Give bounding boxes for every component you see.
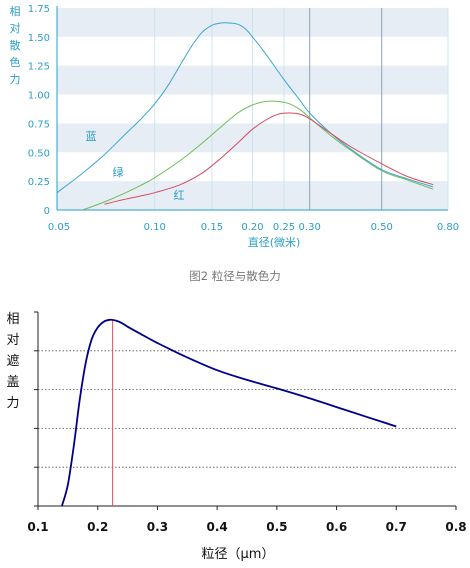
chart1-xtick-label: 0.50	[371, 222, 393, 233]
chart1-ylabel-char: 力	[10, 73, 21, 86]
chart1-ytick-label: 1.50	[28, 33, 50, 44]
chart2-ylabel-char: 盖	[6, 375, 19, 390]
chart2-ylabel-char: 力	[6, 396, 19, 411]
chart1-xlabel: 直径(微米)	[248, 235, 301, 249]
chart2-xtick-label: 0.5	[266, 520, 287, 534]
chart2-axes	[34, 311, 457, 510]
chart1-xtick-labels: 0.05 0.10 0.15 0.20 0.25 0.30 0.50 0.80	[48, 222, 459, 233]
chart1-ytick-label: 0	[44, 206, 50, 217]
series-label-red: 红	[174, 189, 185, 202]
chart1-xtick-label: 0.15	[201, 222, 223, 233]
chart-scattering-power: 00.250.500.751.001.251.501.75 0.05 0.10 0.…	[10, 4, 460, 249]
chart2-ylabel-char: 遮	[6, 353, 19, 369]
chart1-ytick-label: 1.75	[28, 4, 50, 15]
chart1-ytick-label: 1.00	[28, 91, 50, 102]
chart1-axes	[56, 6, 448, 211]
chart2-series	[61, 318, 397, 507]
chart2-xtick-labels: 0.1 0.2 0.3 0.4 0.5 0.6 0.7 0.8	[27, 520, 466, 534]
chart1-ylabel-char: 散	[10, 38, 21, 52]
series-label-blue: 蓝	[86, 130, 97, 143]
chart1-ytick-label: 0.25	[28, 177, 50, 188]
chart1-ytick-label: 0.50	[28, 148, 50, 159]
chart1-series-line-2	[104, 112, 434, 205]
chart1-series	[56, 22, 434, 211]
chart1-gridlines	[154, 8, 449, 210]
chart1-xtick-label: 0.30	[299, 222, 321, 233]
chart2-ylabel-char: 相	[6, 312, 19, 327]
chart1-ylabel-char: 对	[10, 21, 21, 35]
chart1-ytick-label: 0.75	[28, 119, 50, 130]
chart1-ytick-label: 1.25	[28, 62, 50, 73]
chart1-ylabel-char: 色	[10, 55, 21, 69]
chart1-ylabel-char: 相	[10, 5, 21, 18]
chart2-gridlines	[38, 350, 456, 468]
chart2-xtick-label: 0.1	[27, 520, 48, 534]
chart1-xtick-label: 0.10	[144, 222, 166, 233]
chart2-xtick-label: 0.7	[386, 520, 407, 534]
chart1-xtick-label: 0.80	[437, 222, 459, 233]
chart2-xtick-label: 0.2	[87, 520, 108, 534]
figure-caption: 图2 粒径与散色力	[189, 269, 280, 283]
chart2-xtick-label: 0.8	[445, 520, 466, 534]
chart1-xtick-label: 0.05	[48, 222, 70, 233]
chart2-xtick-label: 0.4	[207, 520, 228, 534]
chart2-ylabel-char: 对	[6, 333, 19, 348]
series-label-green: 绿	[113, 165, 124, 179]
chart2-xlabel: 粒径（μm）	[202, 547, 275, 562]
chart2-xtick-label: 0.3	[147, 520, 168, 534]
chart1-xtick-label: 0.20	[241, 222, 263, 233]
chart1-series-line-1	[82, 100, 434, 211]
chart1-xtick-label: 0.25	[273, 222, 295, 233]
chart1-ytick-labels: 0 0.25 0.50 0.75 1.00 1.25 1.50 1.75	[28, 4, 50, 217]
chart2-xtick-label: 0.6	[326, 520, 347, 534]
chart2-series-line-0	[61, 318, 397, 507]
